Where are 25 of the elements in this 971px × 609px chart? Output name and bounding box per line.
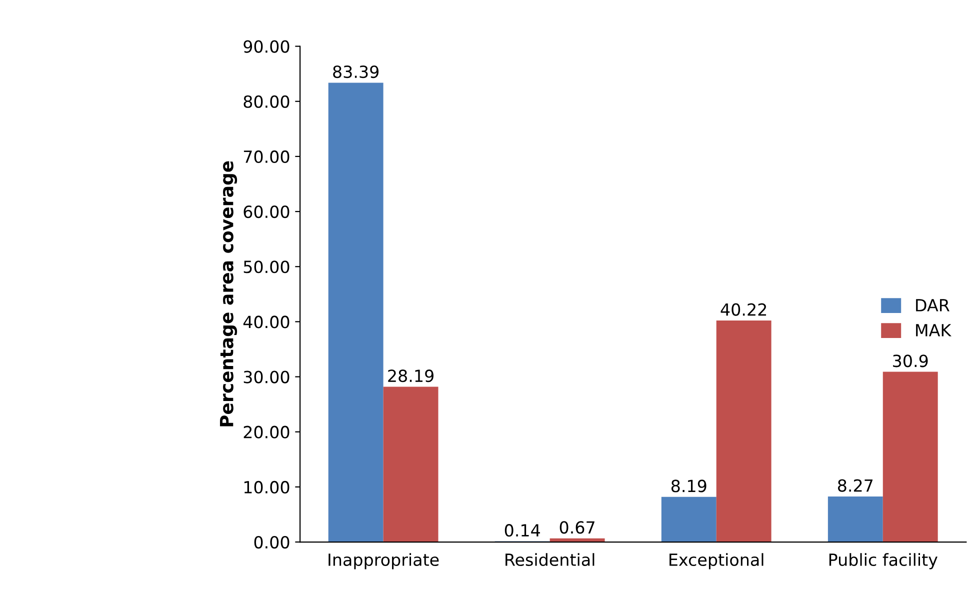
y-tick-label: 60.00 [244,205,290,218]
y-tick-label: 90.00 [244,40,290,53]
y-tick-label: 20.00 [244,426,290,438]
y-tick-label: 50.00 [244,260,290,274]
y-axis-title: Percentage area coverage [220,161,238,426]
data-label: 0.14 [504,524,540,537]
data-label: 8.27 [838,479,873,492]
data-label: 30.9 [893,354,928,368]
data-label: 8.19 [671,480,706,492]
x-tick-label: Residential [506,553,594,566]
data-label: 0.67 [560,521,594,534]
y-tick-label: 80.00 [244,95,290,108]
data-label: 28.19 [388,370,434,382]
x-tick-label: Exceptional [670,553,764,570]
y-tick-label: 70.00 [244,150,290,164]
legend-label: MAK [916,324,952,336]
legend-label: DAR [916,299,950,312]
x-tick-label: Public facility [829,553,938,570]
data-label: 40.22 [720,303,766,316]
y-tick-label: 0.00 [254,536,290,549]
y-tick-label: 30.00 [244,370,290,384]
y-tick-label: 10.00 [244,480,290,494]
x-tick-label: Inappropriate [328,553,439,570]
y-tick-label: 40.00 [243,316,290,328]
data-label: 83.39 [333,65,379,78]
